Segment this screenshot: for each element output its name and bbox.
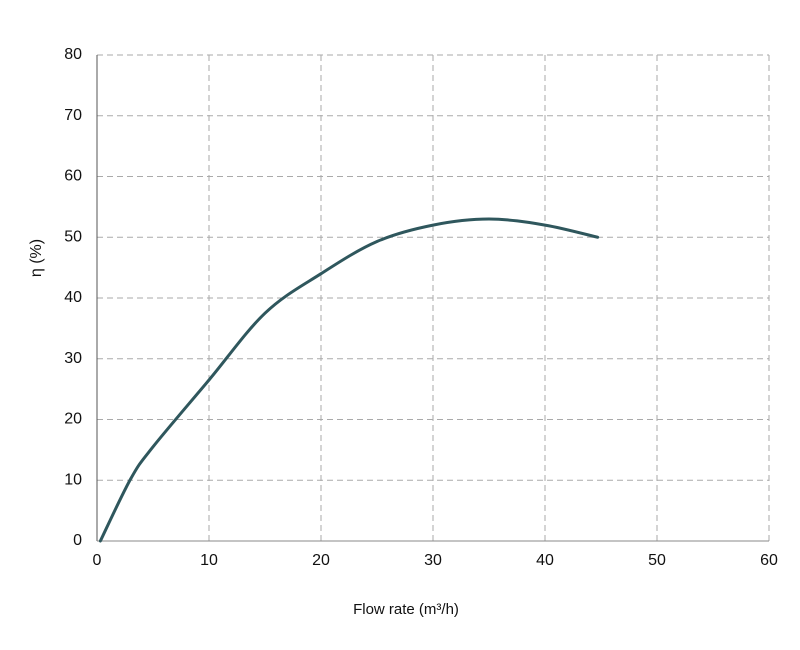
- y-tick-label: 20: [64, 411, 82, 428]
- x-tick-label: 40: [536, 552, 554, 569]
- x-tick-label: 60: [760, 552, 778, 569]
- y-tick-label: 0: [73, 532, 82, 549]
- y-tick-label: 70: [64, 107, 82, 124]
- x-tick-label: 50: [648, 552, 666, 569]
- y-axis-label: η (%): [28, 239, 45, 277]
- y-tick-label: 60: [64, 168, 82, 185]
- x-tick-label: 20: [312, 552, 330, 569]
- y-tick-label: 30: [64, 350, 82, 367]
- line: [98, 217, 600, 543]
- y-tick-label: 40: [64, 289, 82, 306]
- y-tick-label: 80: [64, 46, 82, 63]
- x-tick-label: 0: [93, 552, 102, 569]
- y-tick-label: 10: [64, 471, 82, 488]
- x-tick-label: 30: [424, 552, 442, 569]
- y-tick-label: 50: [64, 228, 82, 245]
- x-axis-label: Flow rate (m³/h): [353, 601, 459, 618]
- x-tick-label: 10: [200, 552, 218, 569]
